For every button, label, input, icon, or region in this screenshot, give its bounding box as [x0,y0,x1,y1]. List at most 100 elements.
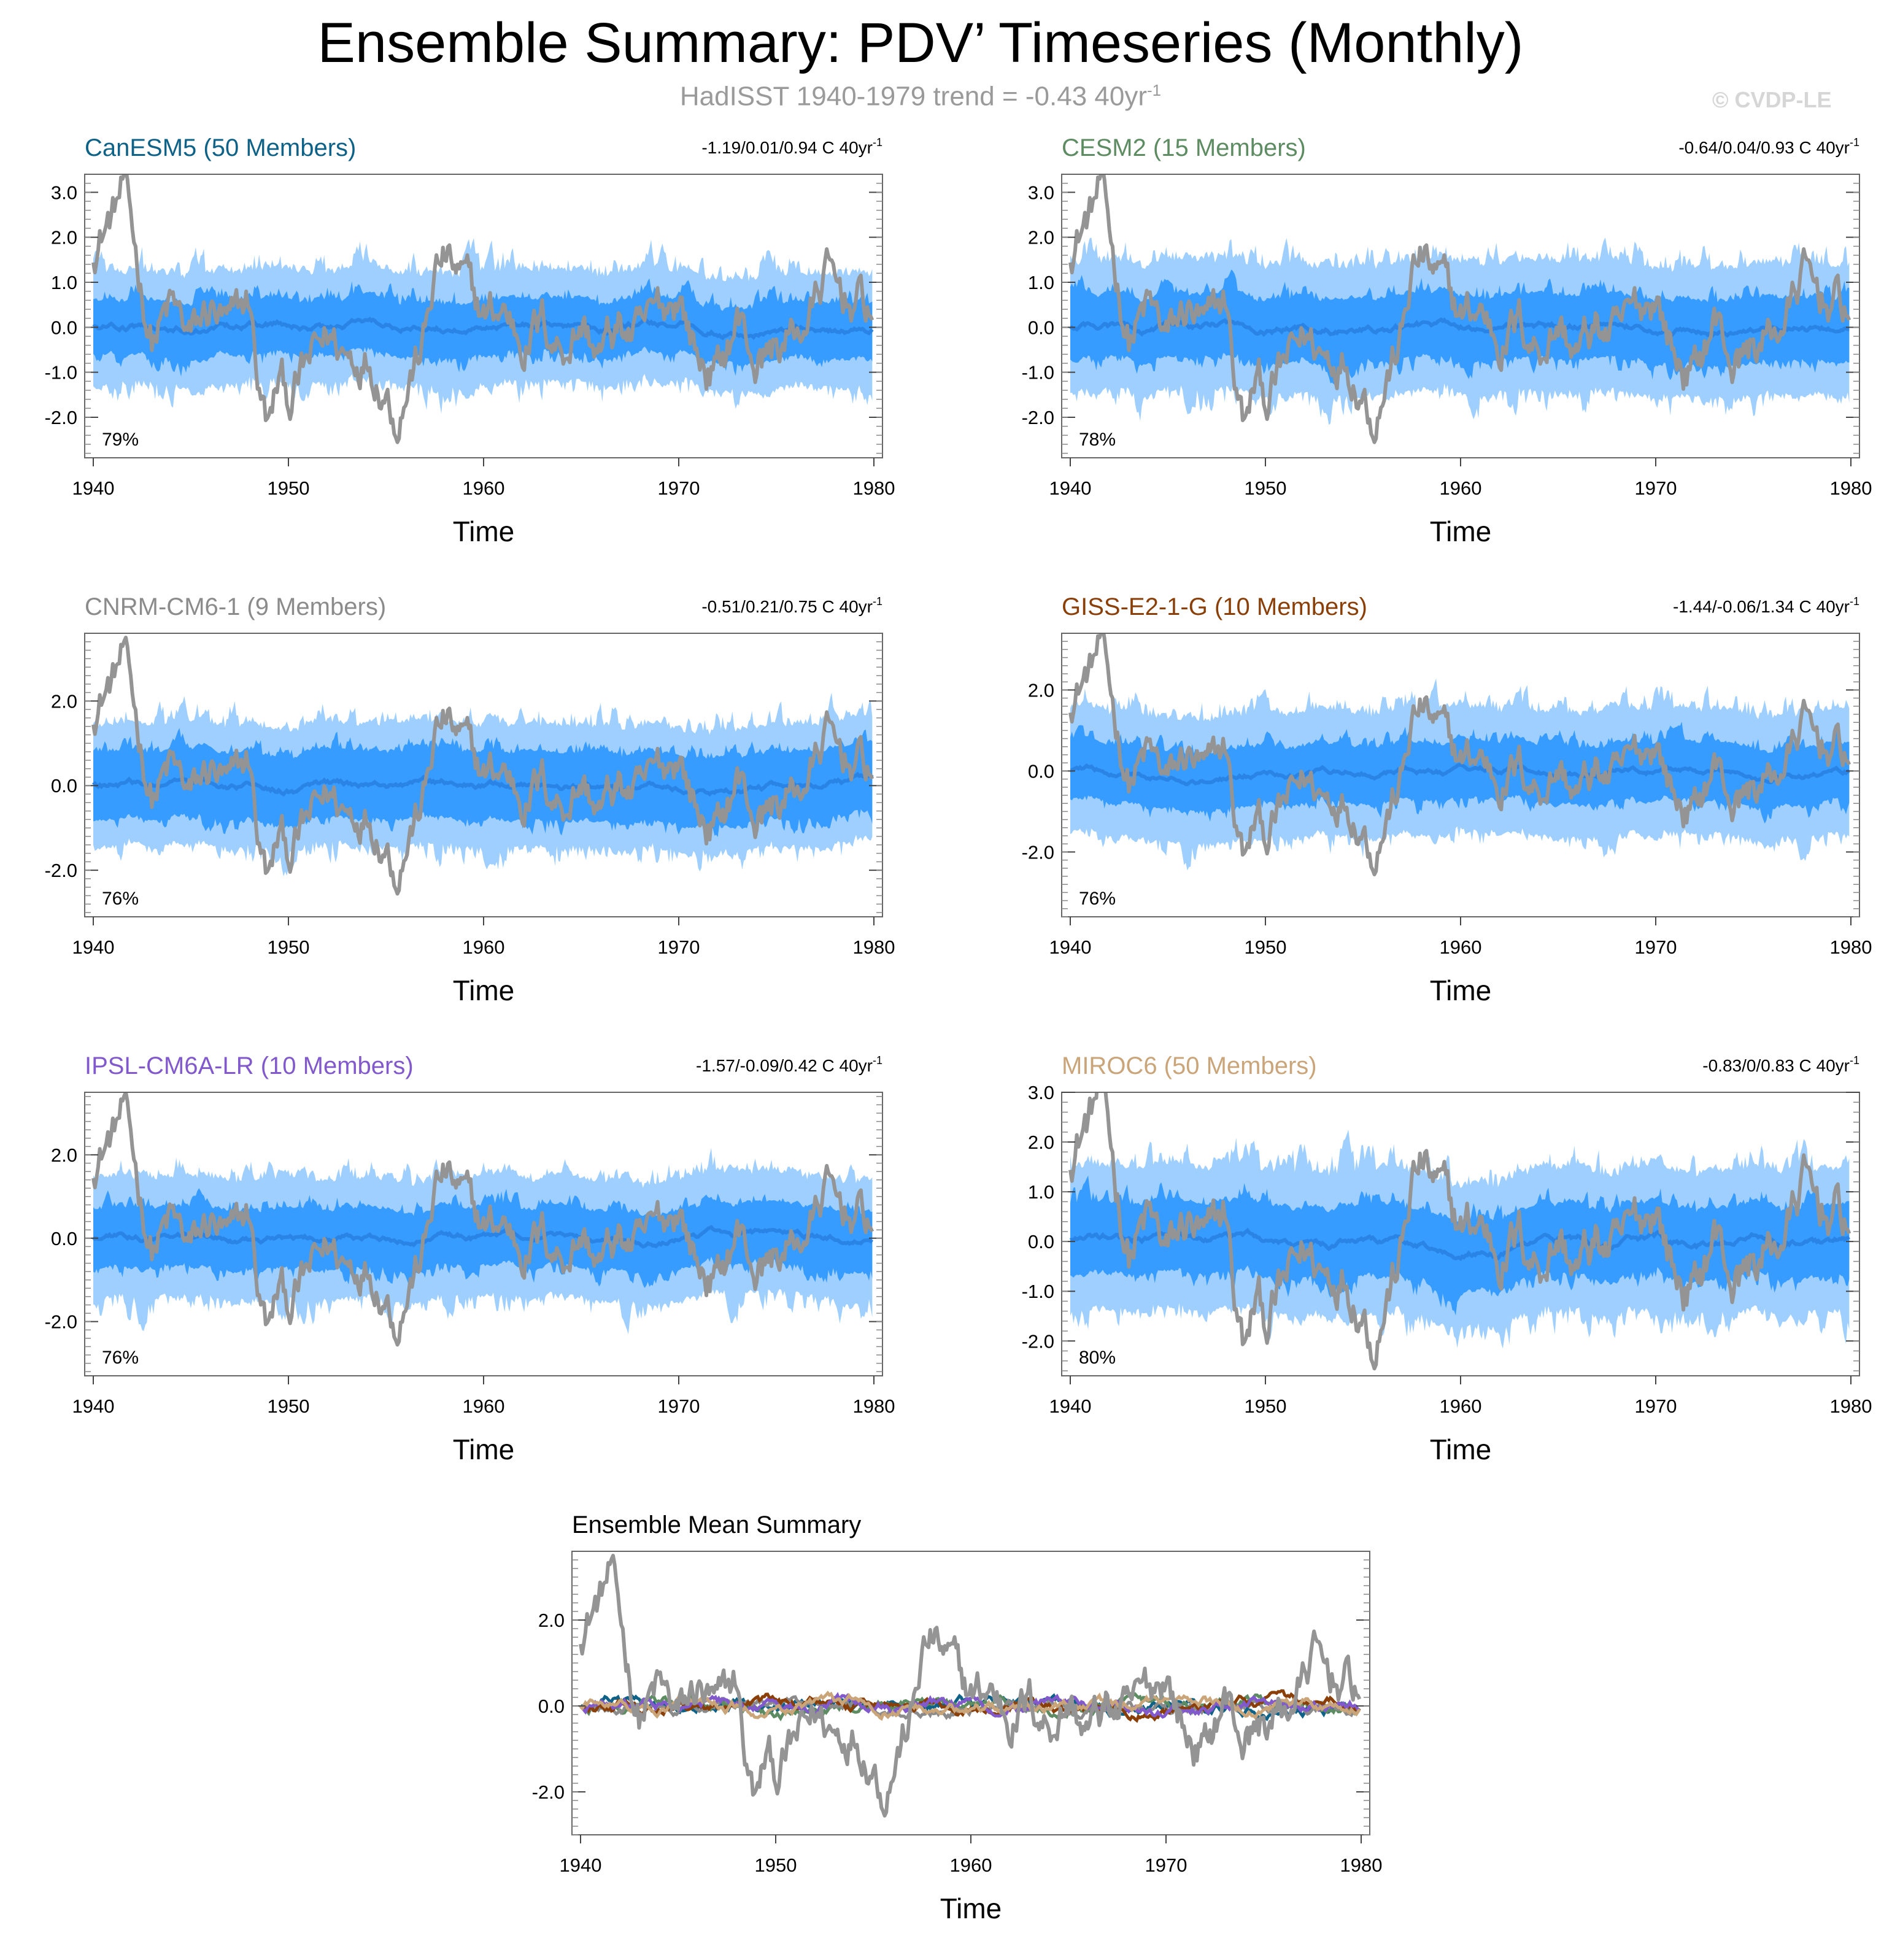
y-tick-label: -1.0 [45,362,77,384]
inner-spread-band [1070,1175,1850,1316]
x-tick-label: 1950 [268,477,310,499]
panel-cesm2: 3.0 2.0 1.0 0.0 -1.0 -2.0 1940 1950 1960 1970 1980… [1022,134,1872,547]
x-tick-label: 1950 [1245,1395,1287,1417]
x-tick-label: 1960 [463,1395,505,1417]
x-axis-title: Time [453,974,515,1006]
x-tick-label: 1940 [1049,1395,1092,1417]
y-tick-label: 0.0 [538,1696,565,1717]
y-tick-label: 2.0 [51,1144,77,1166]
y-tick-label: 0.0 [51,1228,77,1249]
x-tick-label: 1980 [1830,1395,1872,1417]
trend-stats: -1.19/0.01/0.94 C 40yr-1 [701,136,882,157]
panel-title: CESM2 (15 Members) [1062,134,1306,161]
x-tick-label: 1960 [463,936,505,958]
x-axis-title: Time [1430,515,1492,547]
panel-canesm5: 3.0 2.0 1.0 0.0 -1.0 -2.0 1940 1950 1960 1970 1980… [45,134,895,547]
x-axis-title: Time [453,515,515,547]
x-axis-title: Time [940,1892,1002,1924]
plot-area [1068,174,1851,444]
y-tick-label: 0.0 [1028,760,1054,782]
ensemble-mean-line [92,771,874,797]
percent-label: 76% [102,1348,139,1368]
x-tick-label: 1940 [72,936,115,958]
panel-miroc6: 3.0 2.0 1.0 0.0 -1.0 -2.0 1940 1950 1960 1970 1980… [1022,1052,1872,1465]
copyright-watermark: © CVDP-LE [1712,87,1832,112]
x-tick-label: 1950 [268,1395,310,1417]
inner-spread-band [93,1188,873,1289]
page-subtitle: HadISST 1940-1979 trend = -0.43 40yr-1 [0,81,1841,112]
x-tick-label: 1980 [853,477,895,499]
y-tick-label: 1.0 [1028,1181,1054,1203]
y-tick-label: -2.0 [1022,841,1054,863]
panel-title: Ensemble Mean Summary [572,1511,861,1538]
observed-line [579,1553,1362,1818]
x-tick-label: 1970 [658,1395,700,1417]
y-tick-label: 3.0 [1028,1082,1054,1103]
x-tick-label: 1940 [72,1395,115,1417]
observed-line [91,1092,875,1347]
ensemble-mean-line-ipsl [579,1692,1361,1719]
subtitle-text: HadISST 1940-1979 trend = -0.43 40yr [679,81,1147,112]
y-tick-label: 2.0 [1028,679,1054,701]
inner-spread-band [1070,722,1850,824]
y-tick-label: 0.0 [1028,317,1054,338]
observed-line [1068,633,1851,877]
x-tick-label: 1970 [1635,477,1677,499]
plot-area [1068,633,1851,877]
x-axis-title: Time [1430,1433,1492,1465]
y-tick-label: 2.0 [51,227,77,249]
panel-cnrm: 2.0 0.0 -2.0 1940 1950 1960 1970 1980 Time CNRM-C… [45,593,895,1006]
trend-stats: -0.64/0.04/0.93 C 40yr-1 [1678,136,1859,157]
y-tick-label: -2.0 [45,1311,77,1333]
plot-area [1068,1092,1851,1371]
x-tick-label: 1940 [1049,936,1092,958]
panel-title: CanESM5 (50 Members) [85,134,356,161]
x-axis-title: Time [453,1433,515,1465]
plot-area [91,1092,875,1347]
y-tick-label: 1.0 [51,272,77,293]
ensemble-mean-line [1070,1227,1850,1262]
x-tick-label: 1950 [1245,936,1287,958]
y-tick-label: -2.0 [45,860,77,881]
panel-title: IPSL-CM6A-LR (10 Members) [85,1052,414,1079]
y-tick-label: 2.0 [1028,1132,1054,1153]
y-tick-label: -2.0 [1022,407,1054,428]
x-tick-label: 1960 [463,477,505,499]
trend-stats: -1.57/-0.09/0.42 C 40yr-1 [696,1054,882,1075]
observed-line [1068,1092,1851,1371]
x-tick-label: 1950 [1245,477,1287,499]
x-tick-label: 1970 [1635,1395,1677,1417]
ensemble-mean-line [1070,763,1850,787]
x-tick-label: 1970 [658,936,700,958]
ensemble-mean-line-miroc6 [579,1691,1361,1721]
y-tick-label: 2.0 [1028,227,1054,249]
y-tick-label: -2.0 [45,407,77,428]
y-tick-label: 1.0 [1028,272,1054,293]
ensemble-mean-line [92,316,874,341]
observed-line [1068,174,1851,444]
x-tick-label: 1960 [1440,936,1482,958]
x-axis-title: Time [1430,974,1492,1006]
percent-label: 80% [1079,1348,1116,1368]
percent-label: 79% [102,430,139,450]
observed-line [91,174,875,444]
x-tick-label: 1940 [560,1854,602,1876]
y-tick-label: -2.0 [532,1781,565,1803]
y-tick-label: 0.0 [1028,1231,1054,1252]
page-title: Ensemble Summary: PDV’ Timeseries (Month… [317,12,1524,74]
y-tick-label: 0.0 [51,775,77,797]
panel-ipsl: 2.0 0.0 -2.0 1940 1950 1960 1970 1980 Time IPSL-C… [45,1052,895,1465]
x-tick-label: 1980 [853,1395,895,1417]
x-tick-label: 1980 [1340,1854,1383,1876]
subtitle-superscript: -1 [1147,81,1162,99]
y-tick-label: -1.0 [1022,1281,1054,1302]
trend-stats: -0.51/0.21/0.75 C 40yr-1 [701,595,882,616]
y-tick-label: 2.0 [51,690,77,712]
x-tick-label: 1970 [658,477,700,499]
y-tick-label: 0.0 [51,317,77,338]
trend-stats: -0.83/0/0.83 C 40yr-1 [1702,1054,1859,1075]
plot-area [91,174,875,444]
x-tick-label: 1980 [1830,936,1872,958]
trend-stats: -1.44/-0.06/1.34 C 40yr-1 [1673,595,1859,616]
